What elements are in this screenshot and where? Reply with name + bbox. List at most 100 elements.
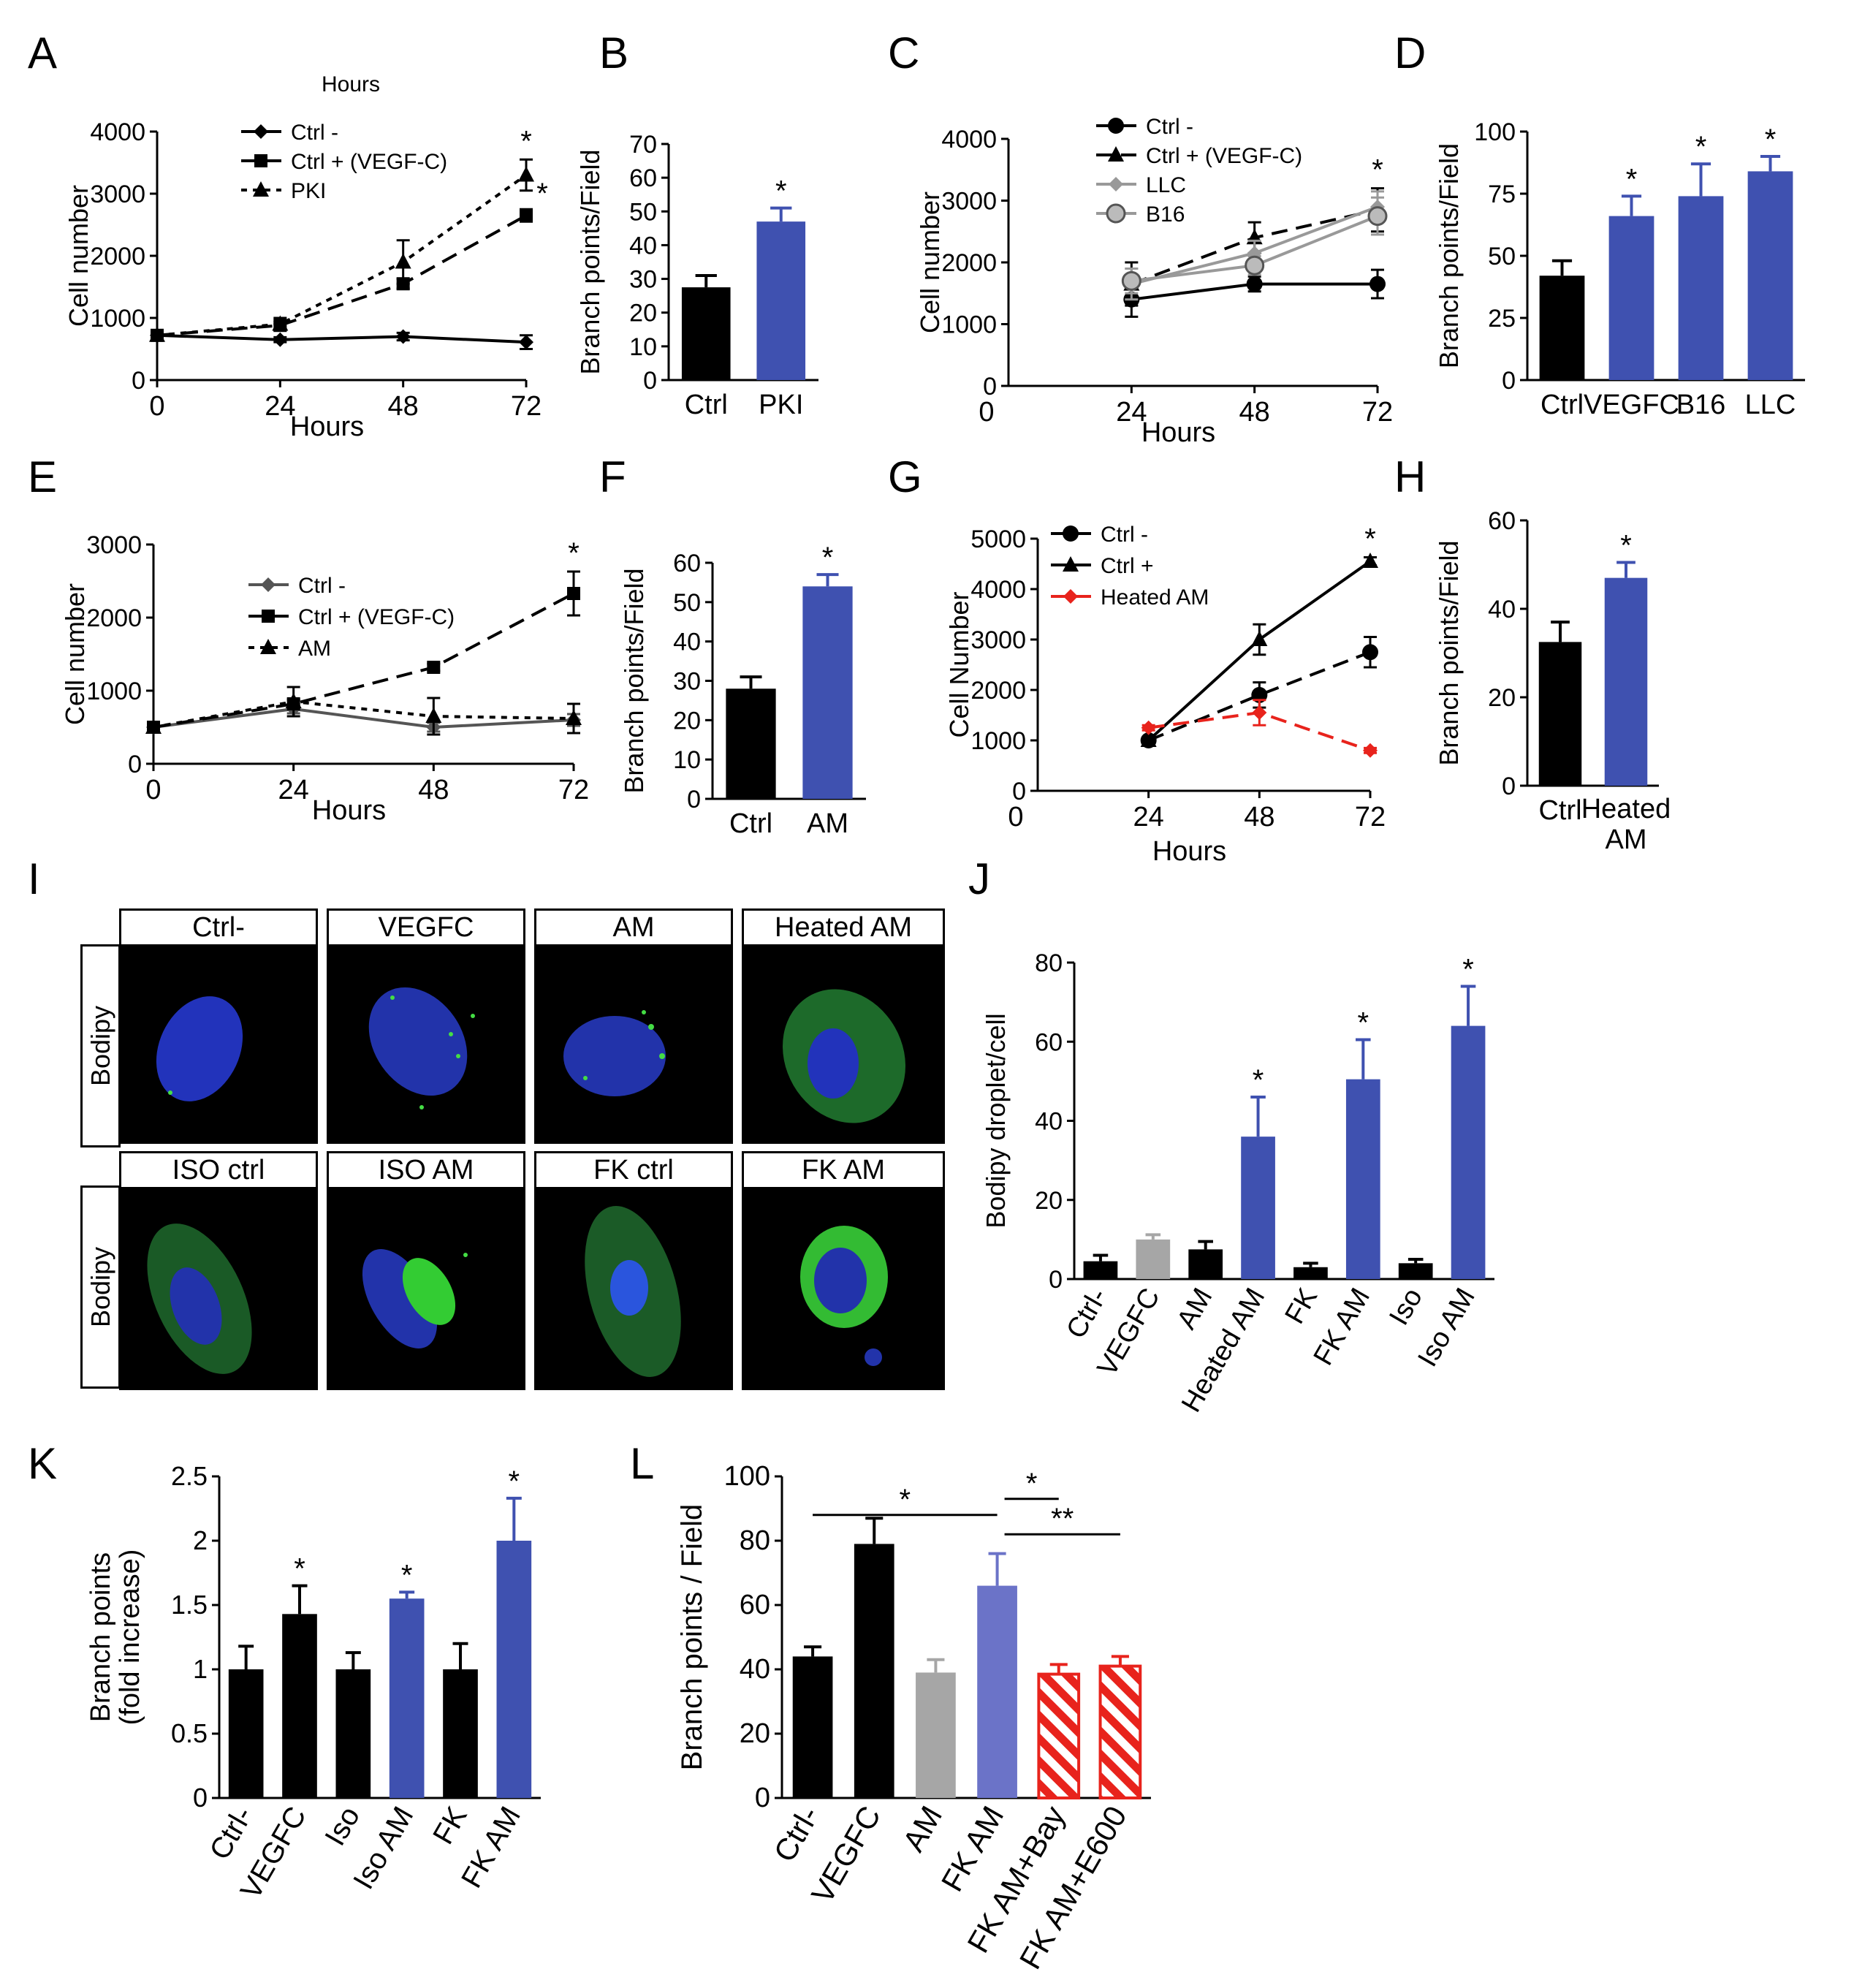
bar-L-1 xyxy=(854,1544,894,1798)
y-axis-label-G: Cell Number xyxy=(944,591,974,737)
y-tick-label-C: 1000 xyxy=(941,311,997,339)
y-tick-label-G: 5000 xyxy=(970,526,1026,553)
cell-label-iso-ctrl: ISO ctrl xyxy=(119,1151,318,1189)
significance-J-7: * xyxy=(1462,953,1474,985)
significance-D-3: * xyxy=(1765,124,1777,156)
x-axis-label-G: Hours xyxy=(1152,836,1226,867)
y-tick-label-B: 50 xyxy=(629,198,657,226)
y-tick-label-B: 30 xyxy=(629,266,657,294)
series-line-G-0 xyxy=(1147,650,1371,742)
panel-letter-i: I xyxy=(28,854,40,903)
marker-E-2-2 xyxy=(425,707,442,723)
legend-label-E-1: Ctrl + (VEGF-C) xyxy=(298,605,455,629)
y-tick-label-K: 0 xyxy=(193,1783,208,1813)
y-tick-label-E: 0 xyxy=(128,751,142,778)
marker-G-1-1 xyxy=(1251,631,1268,646)
x-tick-label-E: 72 xyxy=(558,775,589,805)
y-tick-label-F: 60 xyxy=(673,550,701,577)
bar-L-4 xyxy=(1037,1672,1081,1800)
bar-L-2 xyxy=(916,1672,956,1798)
legend-label-A-2: PKI xyxy=(291,179,326,203)
significance-H-1: * xyxy=(1620,529,1632,561)
y-tick-label-F: 40 xyxy=(673,629,701,656)
marker-C-3-0 xyxy=(1121,270,1141,291)
marker-G-2-2 xyxy=(1363,743,1378,758)
x-axis-label-E: Hours xyxy=(312,795,386,826)
marker-A-0-1 xyxy=(273,332,288,347)
x-tick-label-H-1: Heated xyxy=(1581,794,1671,824)
cell-label-fk-ctrl: FK ctrl xyxy=(534,1151,733,1189)
y-tick-label-G: 0 xyxy=(1012,778,1026,805)
bar-D-2 xyxy=(1678,196,1724,380)
row-label-top: Bodipy xyxy=(80,944,121,1147)
bar-K-2 xyxy=(335,1669,371,1798)
legend-label-G-1: Ctrl + xyxy=(1101,554,1154,578)
y-tick-label-F: 0 xyxy=(687,786,701,813)
marker-G-1-2 xyxy=(1362,553,1378,569)
y-tick-label-E: 2000 xyxy=(86,604,142,632)
y-axis-label-K: Branch points xyxy=(86,1552,116,1722)
marker-C-0-2 xyxy=(1369,276,1386,292)
y-tick-label-H: 40 xyxy=(1488,596,1516,623)
y-axis-label-F: Branch points/Field xyxy=(619,568,649,793)
x-tick-label-D-1: VEGFC xyxy=(1584,390,1679,420)
micrograph-fk-am xyxy=(742,1189,945,1390)
y-tick-label-F: 30 xyxy=(673,668,701,696)
x-tick-label-C: 0 xyxy=(979,397,994,428)
x-tick-label-G: 24 xyxy=(1133,802,1164,832)
legend-label-E-2: AM xyxy=(298,637,331,661)
bar-J-0 xyxy=(1083,1261,1118,1279)
x-tick-label-K-0: Ctrl- xyxy=(204,1802,259,1865)
marker-E-2-0 xyxy=(145,718,162,734)
panel-letter-l: L xyxy=(630,1439,655,1488)
marker-A-2-1 xyxy=(272,315,289,331)
marker-G-2-0 xyxy=(1141,720,1156,735)
x-tick-label-H-0: Ctrl xyxy=(1538,795,1581,826)
y-tick-label-B: 0 xyxy=(643,367,657,395)
bar-L-5 xyxy=(1098,1664,1142,1800)
x-tick-label-A: 48 xyxy=(388,391,419,422)
bar-L-3 xyxy=(977,1585,1017,1798)
marker-E-legend1-0 xyxy=(262,610,275,623)
x-tick-label-G: 0 xyxy=(1008,802,1023,832)
y-tick-label-G: 1000 xyxy=(970,727,1026,755)
x-tick-label-J-2: AM xyxy=(1171,1283,1219,1335)
y-axis-label-K: (fold increase) xyxy=(115,1549,145,1726)
bar-K-0 xyxy=(228,1669,264,1798)
y-tick-label-K: 1 xyxy=(193,1654,208,1684)
x-tick-label-F-0: Ctrl xyxy=(729,808,772,839)
bar-K-4 xyxy=(443,1669,478,1798)
marker-C-legend1-0 xyxy=(1108,146,1124,162)
y-tick-label-C: 3000 xyxy=(941,188,997,216)
panel-letter-e: E xyxy=(28,452,58,501)
marker-E-2-1 xyxy=(285,693,302,708)
bar-H-1 xyxy=(1604,577,1648,786)
y-tick-label-K: 1.5 xyxy=(171,1590,208,1620)
marker-E-1-3 xyxy=(567,587,580,600)
marker-A-legend1-0 xyxy=(254,154,267,167)
x-tick-label-H-1-b: AM xyxy=(1606,824,1647,855)
x-tick-label-A: 0 xyxy=(149,391,164,422)
cell-label-ctrl-minus: Ctrl- xyxy=(119,908,318,946)
bar-H-0 xyxy=(1538,642,1582,786)
bar-J-3 xyxy=(1241,1137,1275,1279)
x-tick-label-B-0: Ctrl xyxy=(685,390,728,420)
y-tick-label-L: 0 xyxy=(755,1783,770,1813)
bar-D-0 xyxy=(1539,276,1585,380)
micrograph-iso-ctrl xyxy=(119,1189,318,1390)
y-tick-label-G: 4000 xyxy=(970,576,1026,604)
y-tick-label-G: 2000 xyxy=(970,677,1026,705)
panel-letter-c: C xyxy=(888,29,920,77)
y-axis-label-C: Cell number xyxy=(915,191,945,333)
marker-C-3-2 xyxy=(1367,206,1388,227)
y-tick-label-A: 2000 xyxy=(90,243,145,270)
marker-A-1-3 xyxy=(520,208,533,222)
x-tick-label-A: 24 xyxy=(265,391,295,422)
marker-E-2-3 xyxy=(566,710,582,725)
row-label-bottom: Bodipy xyxy=(80,1185,121,1389)
panel-letter-d: D xyxy=(1394,29,1426,77)
x-tick-label-B-1: PKI xyxy=(759,390,803,420)
legend-label-C-3: B16 xyxy=(1146,202,1185,227)
x-axis-label-C: Hours xyxy=(1141,417,1215,448)
